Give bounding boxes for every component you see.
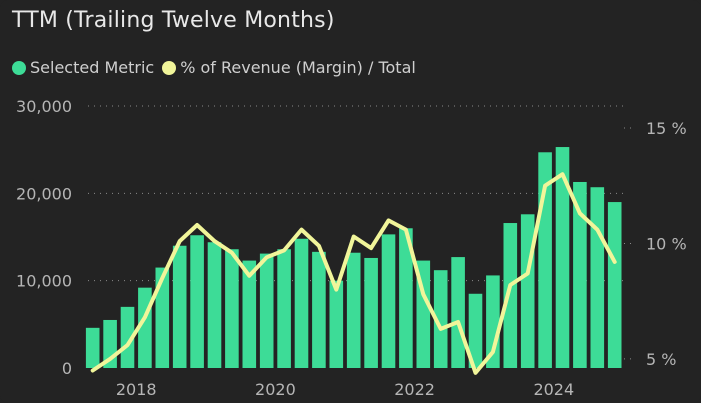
bar[interactable] [312,251,326,368]
x-axis-tick-label: 2024 [533,380,574,399]
bar[interactable] [468,293,483,368]
right-axis-tick-label: 5 % [646,350,676,369]
right-axis-tick-label: 10 % [646,234,687,253]
bar[interactable] [294,238,309,368]
x-axis-tick-label: 2018 [116,380,157,399]
legend-label-selected-metric: Selected Metric [30,58,155,77]
legend-item-margin[interactable]: % of Revenue (Margin) / Total [162,58,416,77]
chart-title: TTM (Trailing Twelve Months) [12,8,335,33]
right-axis-tick-label: 15 % [646,119,687,138]
margin-line[interactable] [90,172,617,375]
legend-swatch-selected-metric [12,60,26,75]
bar[interactable] [190,235,204,368]
bar[interactable] [607,202,622,368]
bar[interactable] [277,249,291,368]
legend-label-margin: % of Revenue (Margin) / Total [180,58,416,77]
bar[interactable] [207,242,222,368]
bar[interactable] [399,228,413,368]
legend-swatch-margin [162,60,177,75]
left-axis-tick-label: 20,000 [16,184,72,203]
left-axis-tick-label: 30,000 [16,97,72,116]
bar[interactable] [451,257,465,368]
bar[interactable] [520,214,535,368]
bar[interactable] [120,306,135,368]
legend-item-selected-metric[interactable]: Selected Metric [12,58,154,77]
bar[interactable] [85,327,100,368]
x-axis-tick-label: 2022 [394,380,435,399]
bar[interactable] [242,260,257,368]
bar[interactable] [381,234,396,368]
bar[interactable] [573,181,587,368]
chart-legend: Selected Metric % of Revenue (Margin) / … [12,58,424,77]
left-axis-tick-label: 0 [62,359,72,378]
bar[interactable] [503,223,518,368]
bar[interactable] [155,267,170,368]
bar[interactable] [433,270,448,368]
bar[interactable] [590,187,605,368]
bar[interactable] [329,280,344,368]
left-axis-tick-label: 10,000 [16,272,72,291]
bar[interactable] [364,257,378,368]
bar[interactable] [259,253,274,368]
bar[interactable] [346,252,361,368]
bar[interactable] [555,147,570,368]
bar[interactable] [225,249,239,368]
bar[interactable] [172,245,187,368]
x-axis-tick-label: 2020 [255,380,296,399]
